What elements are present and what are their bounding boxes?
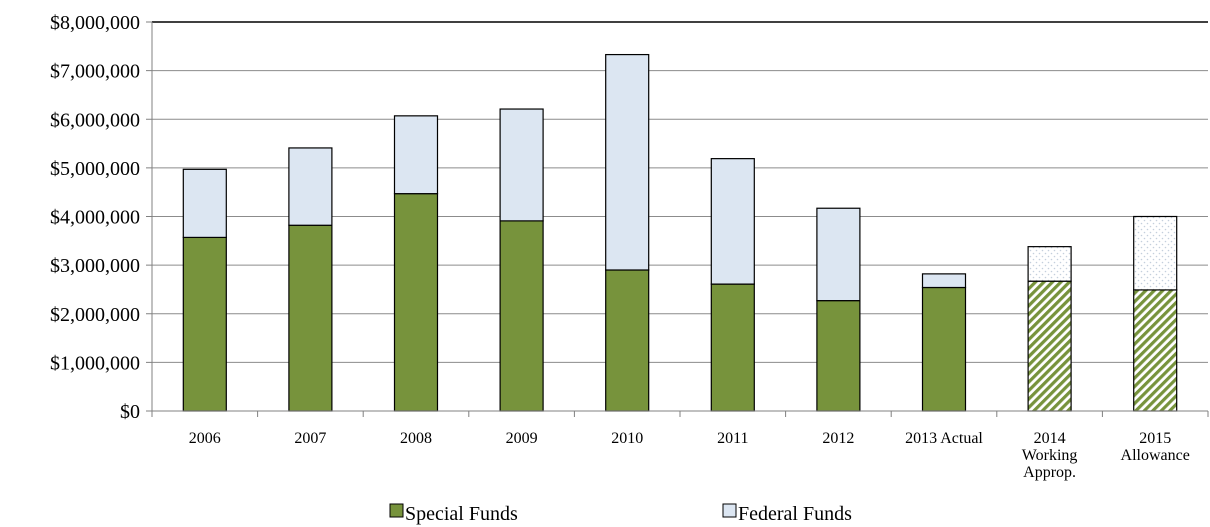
x-tick-label: 2011 [717, 430, 748, 447]
y-tick-label: $6,000,000 [50, 109, 140, 131]
x-tick-label: 2007 [294, 430, 326, 447]
bars [182, 53, 1178, 412]
federal-funds-bar [499, 108, 544, 222]
federal-funds-bar [393, 115, 439, 195]
legend-swatch [722, 503, 737, 518]
y-tick-label: $1,000,000 [50, 352, 140, 374]
legend: Special Funds Federal Funds [389, 503, 852, 525]
federal-funds-bar [921, 273, 967, 289]
federal-funds-bar [816, 207, 861, 302]
legend-label: Federal Funds [738, 503, 852, 525]
federal-funds-bar [288, 147, 333, 226]
x-tick-label: 2009 [506, 430, 538, 447]
x-tick-label: 2006 [189, 430, 221, 447]
special-funds-bar [393, 193, 439, 412]
special-funds-bar [710, 283, 755, 412]
y-tick-label: $5,000,000 [50, 158, 140, 180]
x-tick-label: 2015 Allowance [1121, 430, 1190, 464]
federal-funds-bar [1027, 246, 1072, 282]
x-tick-label: 2013 Actual [905, 430, 983, 447]
y-tick-label: $4,000,000 [50, 207, 140, 229]
y-tick-label: $2,000,000 [50, 304, 140, 326]
special-funds-bar [605, 269, 650, 412]
special-funds-bar [921, 286, 967, 412]
y-tick-label: $3,000,000 [50, 255, 140, 277]
special-funds-bar [816, 300, 861, 412]
special-funds-bar [288, 224, 333, 412]
x-tick-label: 2014 Working Approp. [1022, 430, 1078, 481]
federal-funds-bar [710, 158, 755, 285]
special-funds-bar [182, 236, 227, 412]
special-funds-bar [1133, 289, 1178, 412]
federal-funds-bar [182, 168, 227, 239]
legend-label: Special Funds [405, 503, 518, 525]
legend-swatch [389, 503, 404, 518]
x-tick-label: 2008 [400, 430, 432, 447]
federal-funds-bar [605, 53, 650, 271]
y-axis: $0 $1,000,000 $2,000,000 $3,000,000 $4,000,0… [50, 12, 153, 423]
y-tick-label: $8,000,000 [50, 12, 140, 34]
y-tick-label: $7,000,000 [50, 61, 140, 83]
special-funds-bar [499, 220, 544, 412]
y-tick-label: $0 [120, 401, 140, 423]
x-axis-labels: 2006 2007 2008 2009 2010 2011 2012 2013 Actual 2… [189, 430, 1190, 481]
special-funds-bar [1027, 280, 1072, 412]
x-tick-label: 2012 [822, 430, 854, 447]
federal-funds-bar [1133, 215, 1178, 291]
x-axis [151, 410, 1209, 417]
x-tick-label: 2010 [611, 430, 643, 447]
